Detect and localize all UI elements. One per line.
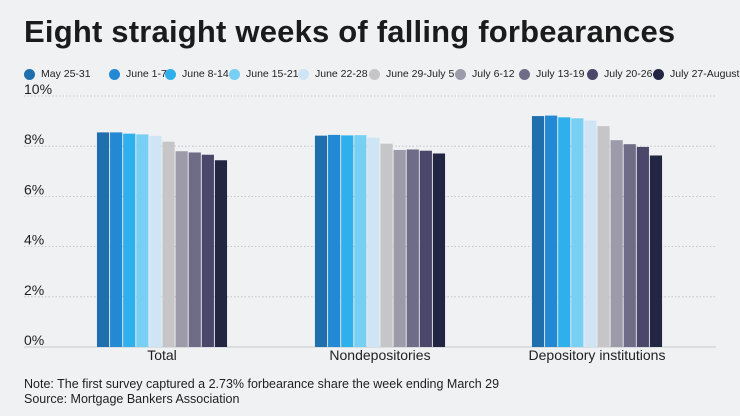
bar bbox=[649, 155, 663, 347]
bar bbox=[341, 135, 354, 347]
legend-item: June 1-7 bbox=[109, 66, 167, 82]
bar bbox=[406, 149, 419, 347]
legend-label: July 6-12 bbox=[472, 68, 515, 80]
bar bbox=[110, 132, 123, 347]
bar bbox=[584, 120, 597, 348]
x-category-label: Nondepositories bbox=[329, 347, 430, 363]
y-tick-label: 6% bbox=[24, 181, 44, 197]
legend-swatch bbox=[369, 68, 380, 80]
y-tick-label: 2% bbox=[24, 282, 44, 298]
legend-item: June 22-28 bbox=[298, 66, 368, 82]
legend-item: June 8-14 bbox=[165, 66, 229, 82]
legend-swatch bbox=[229, 68, 240, 80]
legend-item: July 20-26 bbox=[587, 66, 652, 82]
bar bbox=[623, 144, 636, 347]
bar bbox=[175, 151, 188, 347]
legend-label: May 25-31 bbox=[41, 68, 91, 80]
legend-label: June 15-21 bbox=[246, 68, 299, 80]
bar bbox=[597, 126, 610, 348]
bar bbox=[531, 116, 545, 347]
legend-item: July 6-12 bbox=[455, 66, 515, 82]
chart-title: Eight straight weeks of falling forbeara… bbox=[24, 14, 676, 49]
legend-label: June 1-7 bbox=[126, 68, 167, 80]
legend-label: July 20-26 bbox=[604, 68, 653, 80]
bar bbox=[96, 132, 110, 347]
legend-label: June 22-28 bbox=[315, 68, 368, 80]
legend-swatch bbox=[587, 68, 598, 80]
legend-label: June 8-14 bbox=[182, 68, 229, 80]
x-category-label: Total bbox=[147, 347, 177, 363]
legend-swatch bbox=[653, 68, 664, 80]
source-text: Source: Mortgage Bankers Association bbox=[24, 392, 240, 406]
bar bbox=[314, 135, 328, 347]
bar bbox=[380, 143, 393, 347]
y-tick-label: 4% bbox=[24, 232, 44, 248]
legend-label: June 29-July 5 bbox=[386, 68, 455, 80]
legend-item: May 25-31 bbox=[24, 66, 91, 82]
legend-swatch bbox=[24, 68, 35, 80]
legend-swatch bbox=[519, 68, 530, 80]
bar bbox=[214, 160, 228, 347]
bar bbox=[545, 115, 558, 347]
y-tick-label: 8% bbox=[24, 131, 44, 147]
legend-item: June 15-21 bbox=[229, 66, 299, 82]
chart-legend: May 25-31 June 1-7 June 8-14 June 15-21 June… bbox=[24, 66, 740, 84]
bar bbox=[571, 118, 584, 348]
legend-swatch bbox=[109, 68, 120, 80]
bar bbox=[188, 152, 201, 347]
legend-item: July 27-August 2 bbox=[653, 66, 740, 82]
legend-label: July 13-19 bbox=[536, 68, 585, 80]
legend-swatch bbox=[298, 68, 309, 80]
bar bbox=[201, 154, 214, 347]
bar bbox=[636, 146, 649, 347]
bar bbox=[328, 134, 341, 347]
legend-item: July 13-19 bbox=[519, 66, 584, 82]
legend-label: July 27-August 2 bbox=[670, 68, 740, 80]
bar bbox=[149, 135, 162, 347]
legend-swatch bbox=[165, 68, 176, 80]
bar bbox=[354, 135, 367, 347]
bar bbox=[558, 117, 571, 348]
bar bbox=[123, 133, 136, 347]
legend-swatch bbox=[455, 68, 466, 80]
chart-footnote: Note: The first survey captured a 2.73% … bbox=[24, 377, 499, 407]
bar bbox=[367, 137, 380, 347]
x-category-label: Depository institutions bbox=[529, 347, 666, 363]
y-tick-label: 0% bbox=[24, 332, 44, 348]
y-tick-label: 10% bbox=[24, 81, 52, 97]
bar bbox=[419, 150, 432, 347]
bar bbox=[610, 140, 623, 347]
bar bbox=[432, 153, 446, 347]
bar bbox=[162, 141, 175, 347]
bar bbox=[393, 149, 406, 347]
note-text: Note: The first survey captured a 2.73% … bbox=[24, 377, 500, 391]
legend-item: June 29-July 5 bbox=[369, 66, 454, 82]
bar bbox=[136, 134, 149, 347]
